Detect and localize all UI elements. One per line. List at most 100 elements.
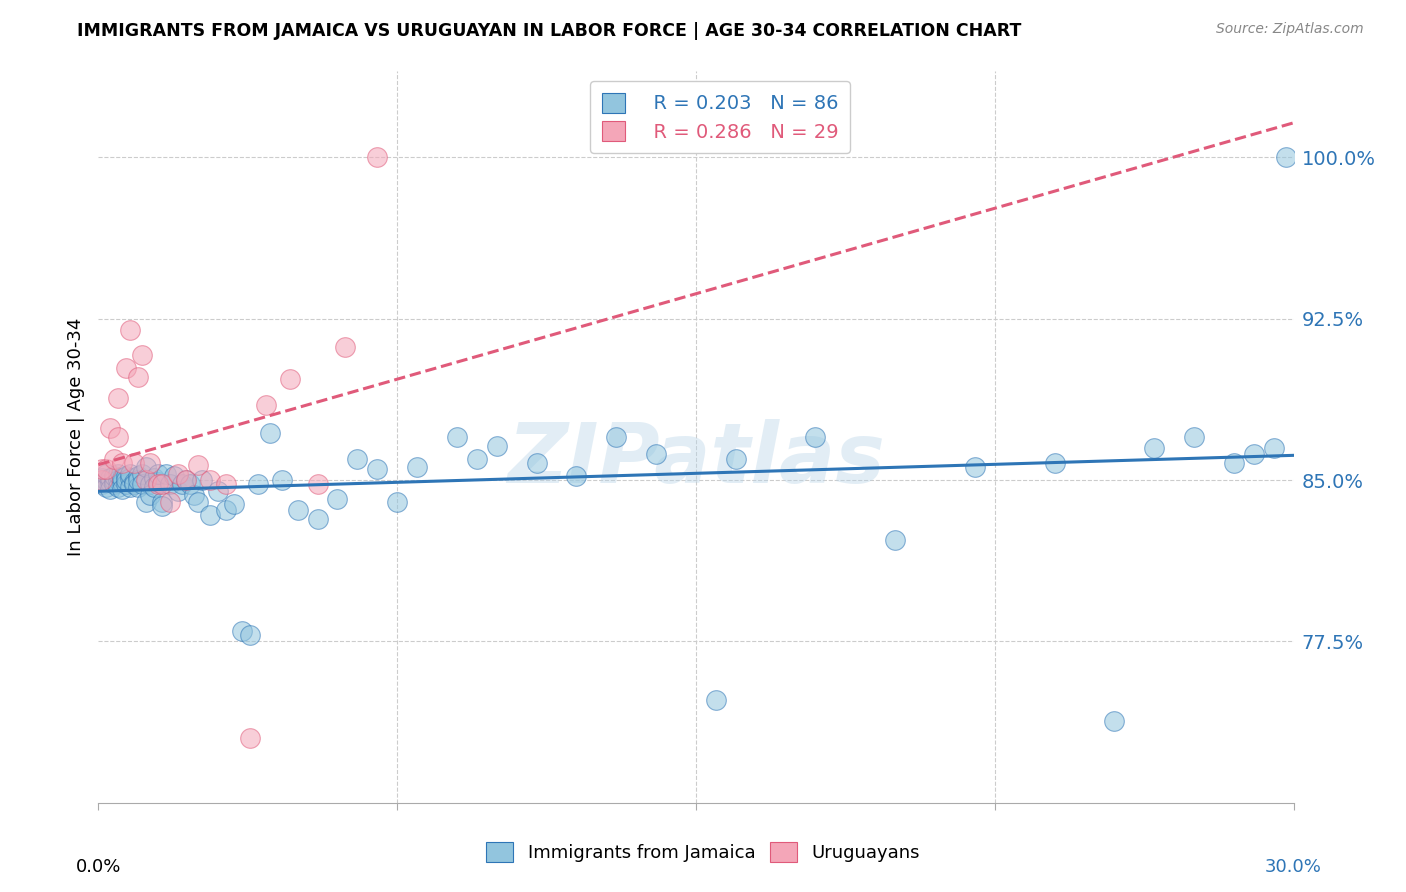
Point: [98, 421, 122, 435]
Point: [1223, 456, 1246, 470]
Point: [215, 503, 238, 517]
Text: ZIPatlas: ZIPatlas: [508, 418, 884, 500]
Point: [565, 468, 588, 483]
Point: [307, 477, 329, 491]
Point: [115, 477, 138, 491]
Point: [335, 340, 357, 354]
Point: [127, 473, 149, 487]
Point: [127, 369, 149, 384]
Point: [1243, 447, 1265, 461]
Point: [115, 473, 138, 487]
Text: 30.0%: 30.0%: [1265, 858, 1322, 876]
Point: [385, 494, 409, 508]
Point: [91, 477, 114, 491]
Point: [167, 467, 190, 481]
Text: 0.0%: 0.0%: [76, 858, 121, 876]
Point: [131, 348, 153, 362]
Point: [259, 425, 281, 440]
Point: [143, 471, 166, 485]
Point: [98, 471, 122, 485]
Point: [139, 456, 162, 470]
Point: [96, 479, 118, 493]
Point: [131, 467, 153, 481]
Point: [96, 473, 118, 487]
Point: [167, 483, 190, 498]
Point: [278, 372, 301, 386]
Point: [215, 477, 238, 491]
Point: [187, 458, 209, 472]
Point: [198, 473, 221, 487]
Point: [446, 430, 468, 444]
Point: [120, 479, 142, 493]
Point: [107, 479, 129, 493]
Point: [1043, 456, 1066, 470]
Point: [1143, 441, 1166, 455]
Point: [150, 494, 173, 508]
Point: [103, 477, 125, 491]
Point: [884, 533, 907, 548]
Point: [239, 731, 262, 746]
Point: [127, 468, 149, 483]
Point: [98, 475, 122, 490]
Point: [135, 460, 157, 475]
Point: [198, 508, 221, 522]
Point: [127, 479, 149, 493]
Point: [143, 479, 166, 493]
Point: [91, 471, 114, 485]
Point: [111, 471, 134, 485]
Point: [139, 488, 162, 502]
Point: [91, 462, 114, 476]
Point: [172, 477, 194, 491]
Point: [1263, 441, 1285, 455]
Point: [963, 460, 986, 475]
Point: [605, 430, 627, 444]
Point: [124, 477, 146, 491]
Point: [346, 451, 368, 466]
Point: [406, 460, 429, 475]
Point: [111, 456, 134, 470]
Point: [139, 477, 162, 491]
Point: [135, 473, 157, 487]
Point: [163, 468, 186, 483]
Point: [107, 392, 129, 406]
Point: [366, 462, 388, 476]
Point: [96, 467, 118, 481]
Point: [111, 475, 134, 490]
Point: [207, 483, 229, 498]
Point: [111, 482, 134, 496]
Point: [131, 477, 153, 491]
Point: [187, 494, 209, 508]
Point: [103, 451, 125, 466]
Legend:   R = 0.203   N = 86,   R = 0.286   N = 29: R = 0.203 N = 86, R = 0.286 N = 29: [591, 81, 849, 153]
Point: [1104, 714, 1126, 728]
Point: [135, 494, 157, 508]
Point: [155, 467, 177, 481]
Point: [159, 477, 181, 491]
Point: [174, 473, 197, 487]
Point: [103, 473, 125, 487]
Point: [91, 473, 114, 487]
Point: [159, 494, 181, 508]
Point: [526, 456, 548, 470]
Text: IMMIGRANTS FROM JAMAICA VS URUGUAYAN IN LABOR FORCE | AGE 30-34 CORRELATION CHAR: IMMIGRANTS FROM JAMAICA VS URUGUAYAN IN …: [77, 22, 1022, 40]
Point: [148, 475, 170, 490]
Text: Source: ZipAtlas.com: Source: ZipAtlas.com: [1216, 22, 1364, 37]
Point: [287, 503, 309, 517]
Point: [174, 473, 197, 487]
Point: [107, 473, 129, 487]
Point: [107, 430, 129, 444]
Point: [120, 322, 142, 336]
Legend: Immigrants from Jamaica, Uruguayans: Immigrants from Jamaica, Uruguayans: [479, 834, 927, 870]
Point: [465, 451, 488, 466]
Point: [191, 473, 214, 487]
Point: [150, 477, 173, 491]
Point: [222, 497, 245, 511]
Point: [150, 499, 173, 513]
Point: [179, 477, 201, 491]
Point: [239, 628, 262, 642]
Point: [485, 439, 508, 453]
Point: [1182, 430, 1205, 444]
Point: [804, 430, 827, 444]
Point: [96, 462, 118, 476]
Point: [148, 477, 170, 491]
